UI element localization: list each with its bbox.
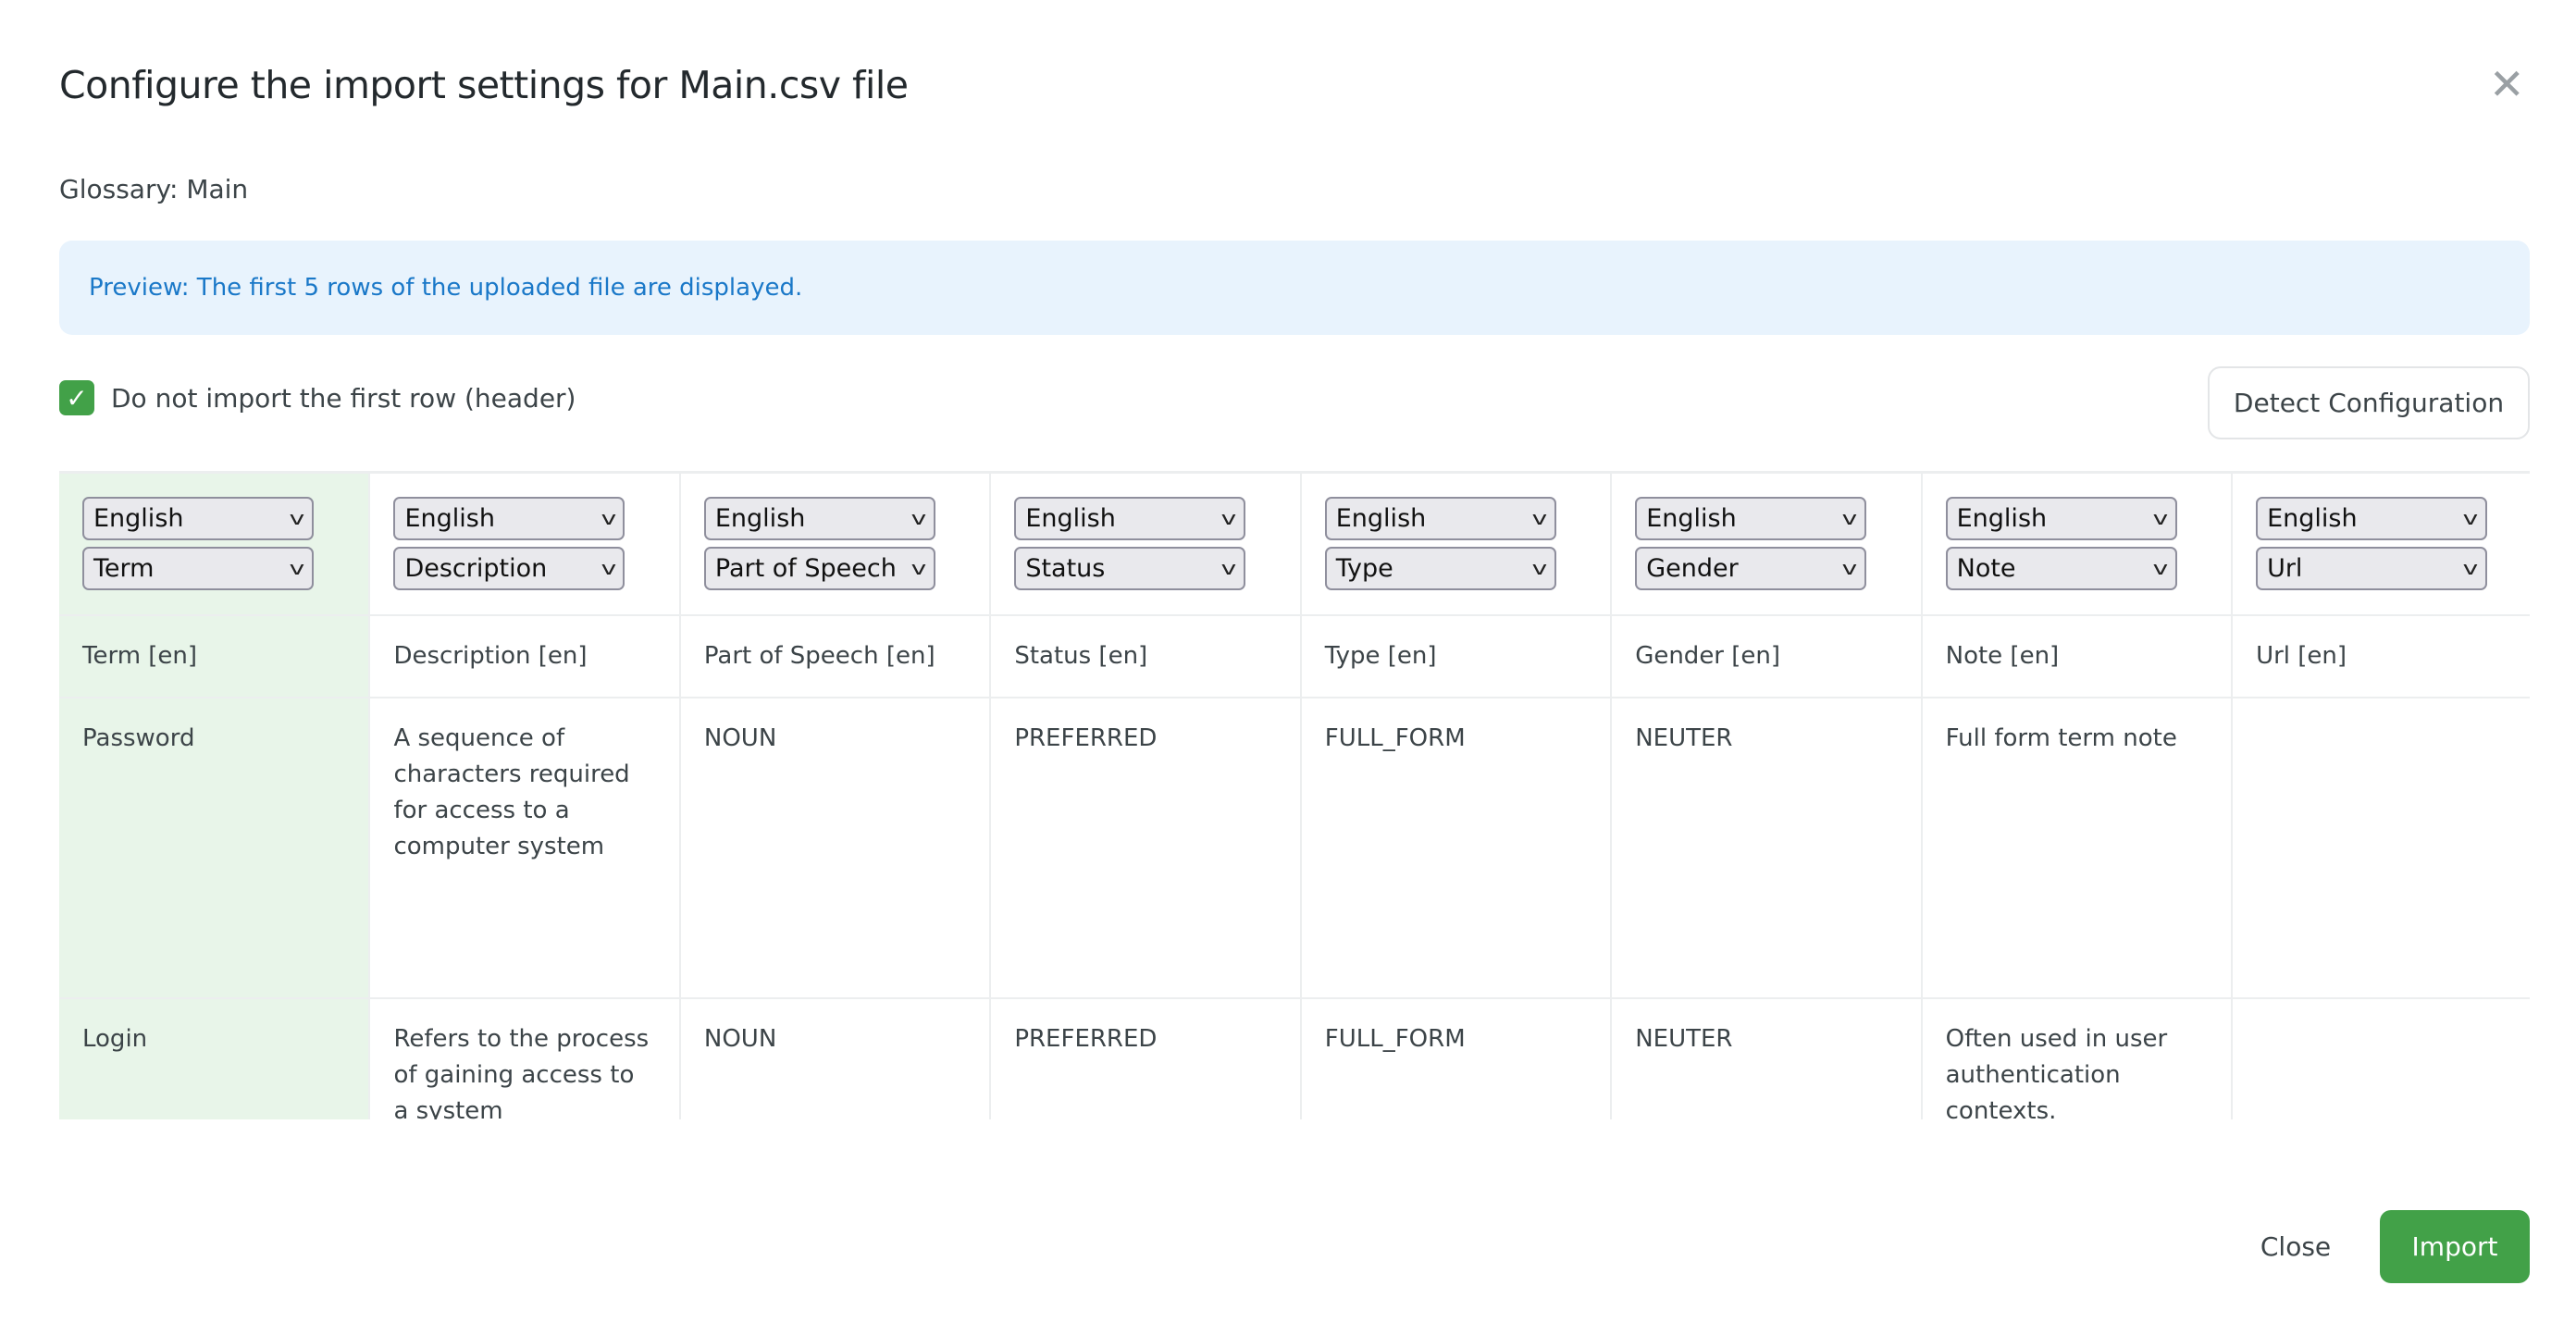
column-mapping-cell: English v Description v — [369, 474, 681, 616]
column-header: Note [en] — [1921, 615, 2234, 698]
field-select[interactable]: Part of Speech v — [703, 547, 935, 590]
chevron-down-icon: v — [1531, 507, 1548, 529]
table-cell: A sequence of characters required for ac… — [369, 698, 681, 999]
field-select[interactable]: Gender v — [1635, 547, 1867, 590]
field-select[interactable]: Type v — [1324, 547, 1556, 590]
language-select-value: English — [714, 504, 806, 533]
field-select[interactable]: Url v — [2256, 547, 2488, 590]
language-select[interactable]: English v — [1945, 497, 2177, 540]
table-cell: Password — [59, 698, 371, 999]
table-cell: Full form term note — [1921, 698, 2234, 999]
column-mapping-cell: English v Type v — [1300, 474, 1613, 616]
field-select[interactable]: Term v — [82, 547, 314, 590]
chevron-down-icon: v — [910, 507, 927, 529]
table-cell: NOUN — [679, 698, 992, 999]
chevron-down-icon: v — [289, 507, 305, 529]
field-select-value: Description — [404, 554, 548, 583]
column-header: Gender [en] — [1611, 615, 1923, 698]
header-row: Term [en] Description [en] Part of Speech … — [59, 615, 2530, 698]
column-header: Type [en] — [1300, 615, 1613, 698]
table-cell: Refers to the process of gaining access … — [369, 998, 681, 1119]
chevron-down-icon: v — [2462, 507, 2479, 529]
column-header: Term [en] — [59, 615, 371, 698]
language-select[interactable]: English v — [82, 497, 314, 540]
mapping-row: English v Term v English v Description v Eng… — [59, 474, 2530, 616]
close-icon[interactable]: ✕ — [2489, 59, 2525, 109]
field-select-value: Part of Speech — [714, 554, 897, 583]
chevron-down-icon: v — [1221, 557, 1237, 579]
preview-table: English v Term v English v Description v Eng… — [59, 471, 2530, 1119]
chevron-down-icon: v — [2152, 557, 2168, 579]
column-mapping-cell: English v Url v — [2232, 474, 2530, 616]
chevron-down-icon: v — [1221, 507, 1237, 529]
column-mapping-cell: English v Note v — [1921, 474, 2234, 616]
table-row: Login Refers to the process of gaining ac… — [59, 998, 2530, 1119]
table-cell — [2232, 998, 2530, 1119]
column-mapping-cell: English v Gender v — [1611, 474, 1923, 616]
table-cell: FULL_FORM — [1300, 698, 1613, 999]
chevron-down-icon: v — [601, 557, 616, 579]
table-cell — [2232, 698, 2530, 999]
table-cell: Often used in user authentication contex… — [1921, 998, 2234, 1119]
language-select[interactable]: English v — [2256, 497, 2488, 540]
field-select-value: Type — [1335, 554, 1393, 583]
table-cell: NEUTER — [1611, 698, 1923, 999]
column-header: Description [en] — [369, 615, 681, 698]
field-select[interactable]: Status v — [1014, 547, 1246, 590]
preview-notice-text: Preview: The first 5 rows of the uploade… — [89, 274, 803, 302]
column-mapping-cell: English v Part of Speech v — [679, 474, 992, 616]
column-mapping-cell: English v Status v — [990, 474, 1302, 616]
preview-notice: Preview: The first 5 rows of the uploade… — [59, 241, 2530, 335]
language-select[interactable]: English v — [1014, 497, 1246, 540]
chevron-down-icon: v — [1531, 557, 1548, 579]
language-select[interactable]: English v — [1324, 497, 1556, 540]
skip-header-checkbox[interactable]: ✓ — [59, 380, 94, 415]
language-select-value: English — [404, 504, 495, 533]
checkmark-icon: ✓ — [66, 382, 88, 414]
table-cell: PREFERRED — [990, 998, 1302, 1119]
language-select[interactable]: English v — [1635, 497, 1867, 540]
chevron-down-icon: v — [601, 507, 616, 529]
language-select-value: English — [2267, 504, 2358, 533]
detect-configuration-button[interactable]: Detect Configuration — [2208, 366, 2530, 439]
table-cell: FULL_FORM — [1300, 998, 1613, 1119]
table-cell: NOUN — [679, 998, 992, 1119]
chevron-down-icon: v — [910, 557, 927, 579]
table-row: Password A sequence of characters require… — [59, 698, 2530, 999]
language-select-value: English — [1646, 504, 1737, 533]
language-select-value: English — [93, 504, 184, 533]
chevron-down-icon: v — [2152, 507, 2168, 529]
chevron-down-icon: v — [1841, 507, 1858, 529]
dialog-title: Configure the import settings for Main.c… — [59, 63, 909, 107]
glossary-label: Glossary: Main — [59, 174, 249, 204]
language-select[interactable]: English v — [393, 497, 625, 540]
language-select-value: English — [1956, 504, 2048, 533]
table-cell: Login — [59, 998, 371, 1119]
column-header: Status [en] — [990, 615, 1302, 698]
import-button[interactable]: Import — [2380, 1210, 2530, 1283]
field-select-value: Term — [93, 554, 155, 583]
chevron-down-icon: v — [1841, 557, 1858, 579]
field-select-value: Status — [1025, 554, 1106, 583]
language-select-value: English — [1335, 504, 1427, 533]
field-select-value: Note — [1956, 554, 2016, 583]
language-select-value: English — [1025, 504, 1116, 533]
chevron-down-icon: v — [2462, 557, 2479, 579]
field-select[interactable]: Description v — [393, 547, 625, 590]
chevron-down-icon: v — [289, 557, 305, 579]
table-cell: NEUTER — [1611, 998, 1923, 1119]
language-select[interactable]: English v — [703, 497, 935, 540]
column-header: Url [en] — [2232, 615, 2530, 698]
table-cell: PREFERRED — [990, 698, 1302, 999]
field-select-value: Url — [2267, 554, 2303, 583]
field-select[interactable]: Note v — [1945, 547, 2177, 590]
skip-header-option[interactable]: ✓ Do not import the first row (header) — [59, 380, 576, 415]
skip-header-label: Do not import the first row (header) — [111, 382, 576, 414]
field-select-value: Gender — [1646, 554, 1739, 583]
column-header: Part of Speech [en] — [679, 615, 992, 698]
column-mapping-cell: English v Term v — [59, 474, 371, 616]
close-button[interactable]: Close — [2260, 1231, 2332, 1262]
